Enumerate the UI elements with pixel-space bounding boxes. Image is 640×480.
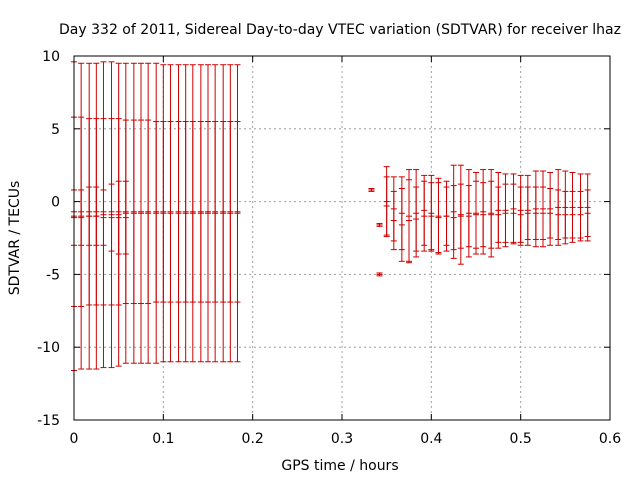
- y-tick-label: 5: [51, 122, 60, 138]
- x-tick-label: 0.4: [420, 431, 442, 447]
- series-1: [71, 61, 241, 371]
- x-tick-label: 0: [70, 431, 79, 447]
- x-axis-label: GPS time / hours: [281, 458, 398, 474]
- y-tick-label: -5: [46, 267, 60, 283]
- x-tick-label: 0.3: [331, 431, 353, 447]
- y-axis-label: SDTVAR / TECUs: [7, 181, 23, 296]
- series-5: [376, 176, 591, 277]
- plot-frame: [73, 55, 611, 421]
- chart-title: Day 332 of 2011, Sidereal Day-to-day VTE…: [59, 22, 621, 38]
- x-tick-label: 0.5: [510, 431, 532, 447]
- x-tick-label: 0.2: [242, 431, 264, 447]
- tick-labels: 0 0.1 0.2 0.3 0.4 0.5 0.6 -15 -10 -5 0 5 10: [37, 49, 621, 447]
- x-tick-label: 0.1: [152, 431, 174, 447]
- y-tick-label: 0: [51, 195, 60, 211]
- y-tick-label: -10: [37, 340, 60, 356]
- y-tick-label: 10: [42, 49, 60, 65]
- x-tick-label: 0.6: [599, 431, 621, 447]
- y-tick-label: -15: [37, 413, 60, 429]
